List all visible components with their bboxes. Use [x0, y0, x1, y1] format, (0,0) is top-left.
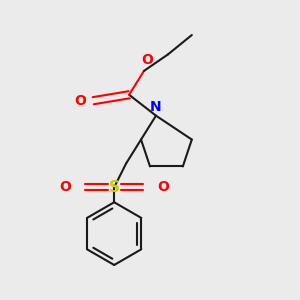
- Text: O: O: [74, 94, 86, 108]
- Text: N: N: [150, 100, 162, 114]
- Text: O: O: [158, 180, 169, 194]
- Text: O: O: [141, 53, 153, 67]
- Text: S: S: [109, 180, 120, 195]
- Text: O: O: [59, 180, 71, 194]
